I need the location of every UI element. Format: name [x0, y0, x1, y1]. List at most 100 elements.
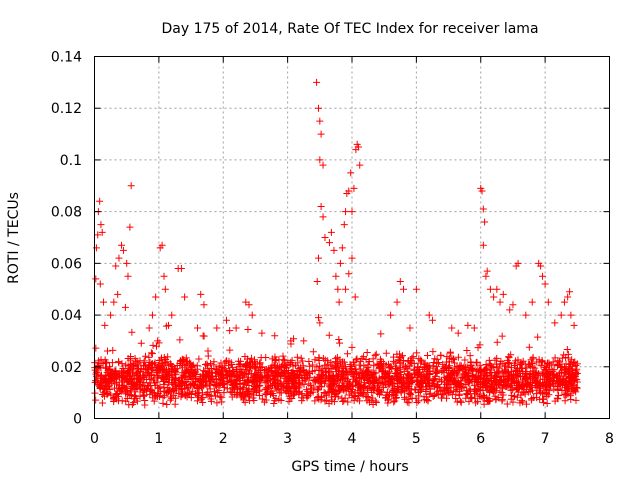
axis-ticks	[94, 56, 610, 419]
data-point	[172, 394, 180, 402]
data-point	[459, 365, 467, 373]
data-point	[389, 390, 397, 398]
data-point	[207, 359, 215, 367]
data-point	[557, 311, 565, 319]
data-point	[335, 298, 343, 306]
data-point	[435, 375, 443, 383]
data-point	[285, 392, 293, 400]
data-point	[108, 372, 116, 380]
data-point	[519, 381, 527, 389]
data-point	[170, 377, 178, 385]
data-point	[536, 382, 544, 390]
data-point	[276, 389, 284, 397]
data-point	[99, 385, 107, 393]
data-point	[423, 383, 431, 391]
data-point	[164, 371, 172, 379]
data-point	[272, 394, 280, 402]
data-point	[433, 363, 441, 371]
data-point	[343, 350, 351, 358]
data-point	[407, 391, 415, 399]
data-point	[228, 388, 236, 396]
data-point	[498, 397, 506, 405]
data-point	[543, 399, 551, 407]
data-point	[96, 197, 104, 205]
data-point	[213, 389, 221, 397]
data-point	[105, 381, 113, 389]
data-point	[521, 374, 529, 382]
data-point	[454, 353, 462, 361]
data-point	[212, 375, 220, 383]
data-point	[378, 373, 386, 381]
data-point	[102, 373, 110, 381]
data-point	[157, 374, 165, 382]
data-point	[411, 385, 419, 393]
data-point	[363, 368, 371, 376]
data-point	[366, 378, 374, 386]
data-point	[103, 347, 111, 355]
data-point	[177, 358, 185, 366]
data-point	[232, 324, 240, 332]
data-point	[409, 353, 417, 361]
data-point	[331, 393, 339, 400]
data-point	[141, 401, 149, 409]
data-point	[95, 382, 103, 390]
data-point	[97, 221, 105, 229]
data-point	[354, 143, 362, 151]
data-point	[140, 392, 148, 400]
data-point	[336, 339, 344, 347]
data-point	[262, 396, 270, 404]
data-point	[241, 353, 249, 361]
data-point	[261, 369, 269, 377]
data-point	[137, 365, 145, 373]
data-point	[567, 395, 575, 403]
data-point	[385, 395, 393, 403]
data-point	[457, 398, 465, 406]
data-point	[271, 332, 279, 340]
data-point	[412, 285, 420, 293]
data-point	[246, 397, 254, 405]
data-point	[168, 311, 176, 319]
data-point	[421, 373, 429, 381]
data-point	[338, 363, 346, 371]
data-point	[258, 363, 266, 371]
data-point	[140, 391, 148, 399]
data-point	[442, 381, 450, 389]
data-point	[112, 390, 120, 398]
data-point	[463, 391, 471, 399]
data-point	[539, 379, 547, 387]
data-point	[482, 272, 490, 280]
data-point	[321, 361, 329, 369]
data-point	[369, 394, 377, 402]
data-point	[493, 338, 501, 346]
data-point	[365, 358, 373, 366]
data-point	[115, 254, 123, 262]
data-point	[405, 371, 413, 379]
data-point	[325, 239, 333, 247]
data-point	[185, 389, 193, 397]
data-point	[561, 369, 569, 377]
data-point	[388, 376, 396, 384]
data-point	[161, 285, 169, 293]
data-point	[356, 365, 364, 373]
data-point	[486, 387, 494, 395]
data-point	[472, 399, 480, 407]
data-point	[392, 394, 400, 402]
data-point	[319, 213, 327, 221]
data-point	[473, 358, 481, 366]
data-point	[147, 349, 155, 357]
data-point	[147, 375, 155, 383]
data-point	[456, 361, 464, 369]
data-point	[351, 293, 359, 301]
data-point	[146, 390, 154, 398]
data-point	[484, 386, 492, 394]
data-point	[344, 378, 352, 386]
data-point	[317, 130, 325, 138]
data-point	[327, 393, 335, 401]
data-point	[393, 372, 401, 380]
data-point	[252, 370, 260, 378]
data-point	[140, 373, 148, 381]
data-point	[155, 357, 163, 365]
y-tick-label: 0.08	[51, 205, 82, 221]
data-point	[464, 378, 472, 386]
